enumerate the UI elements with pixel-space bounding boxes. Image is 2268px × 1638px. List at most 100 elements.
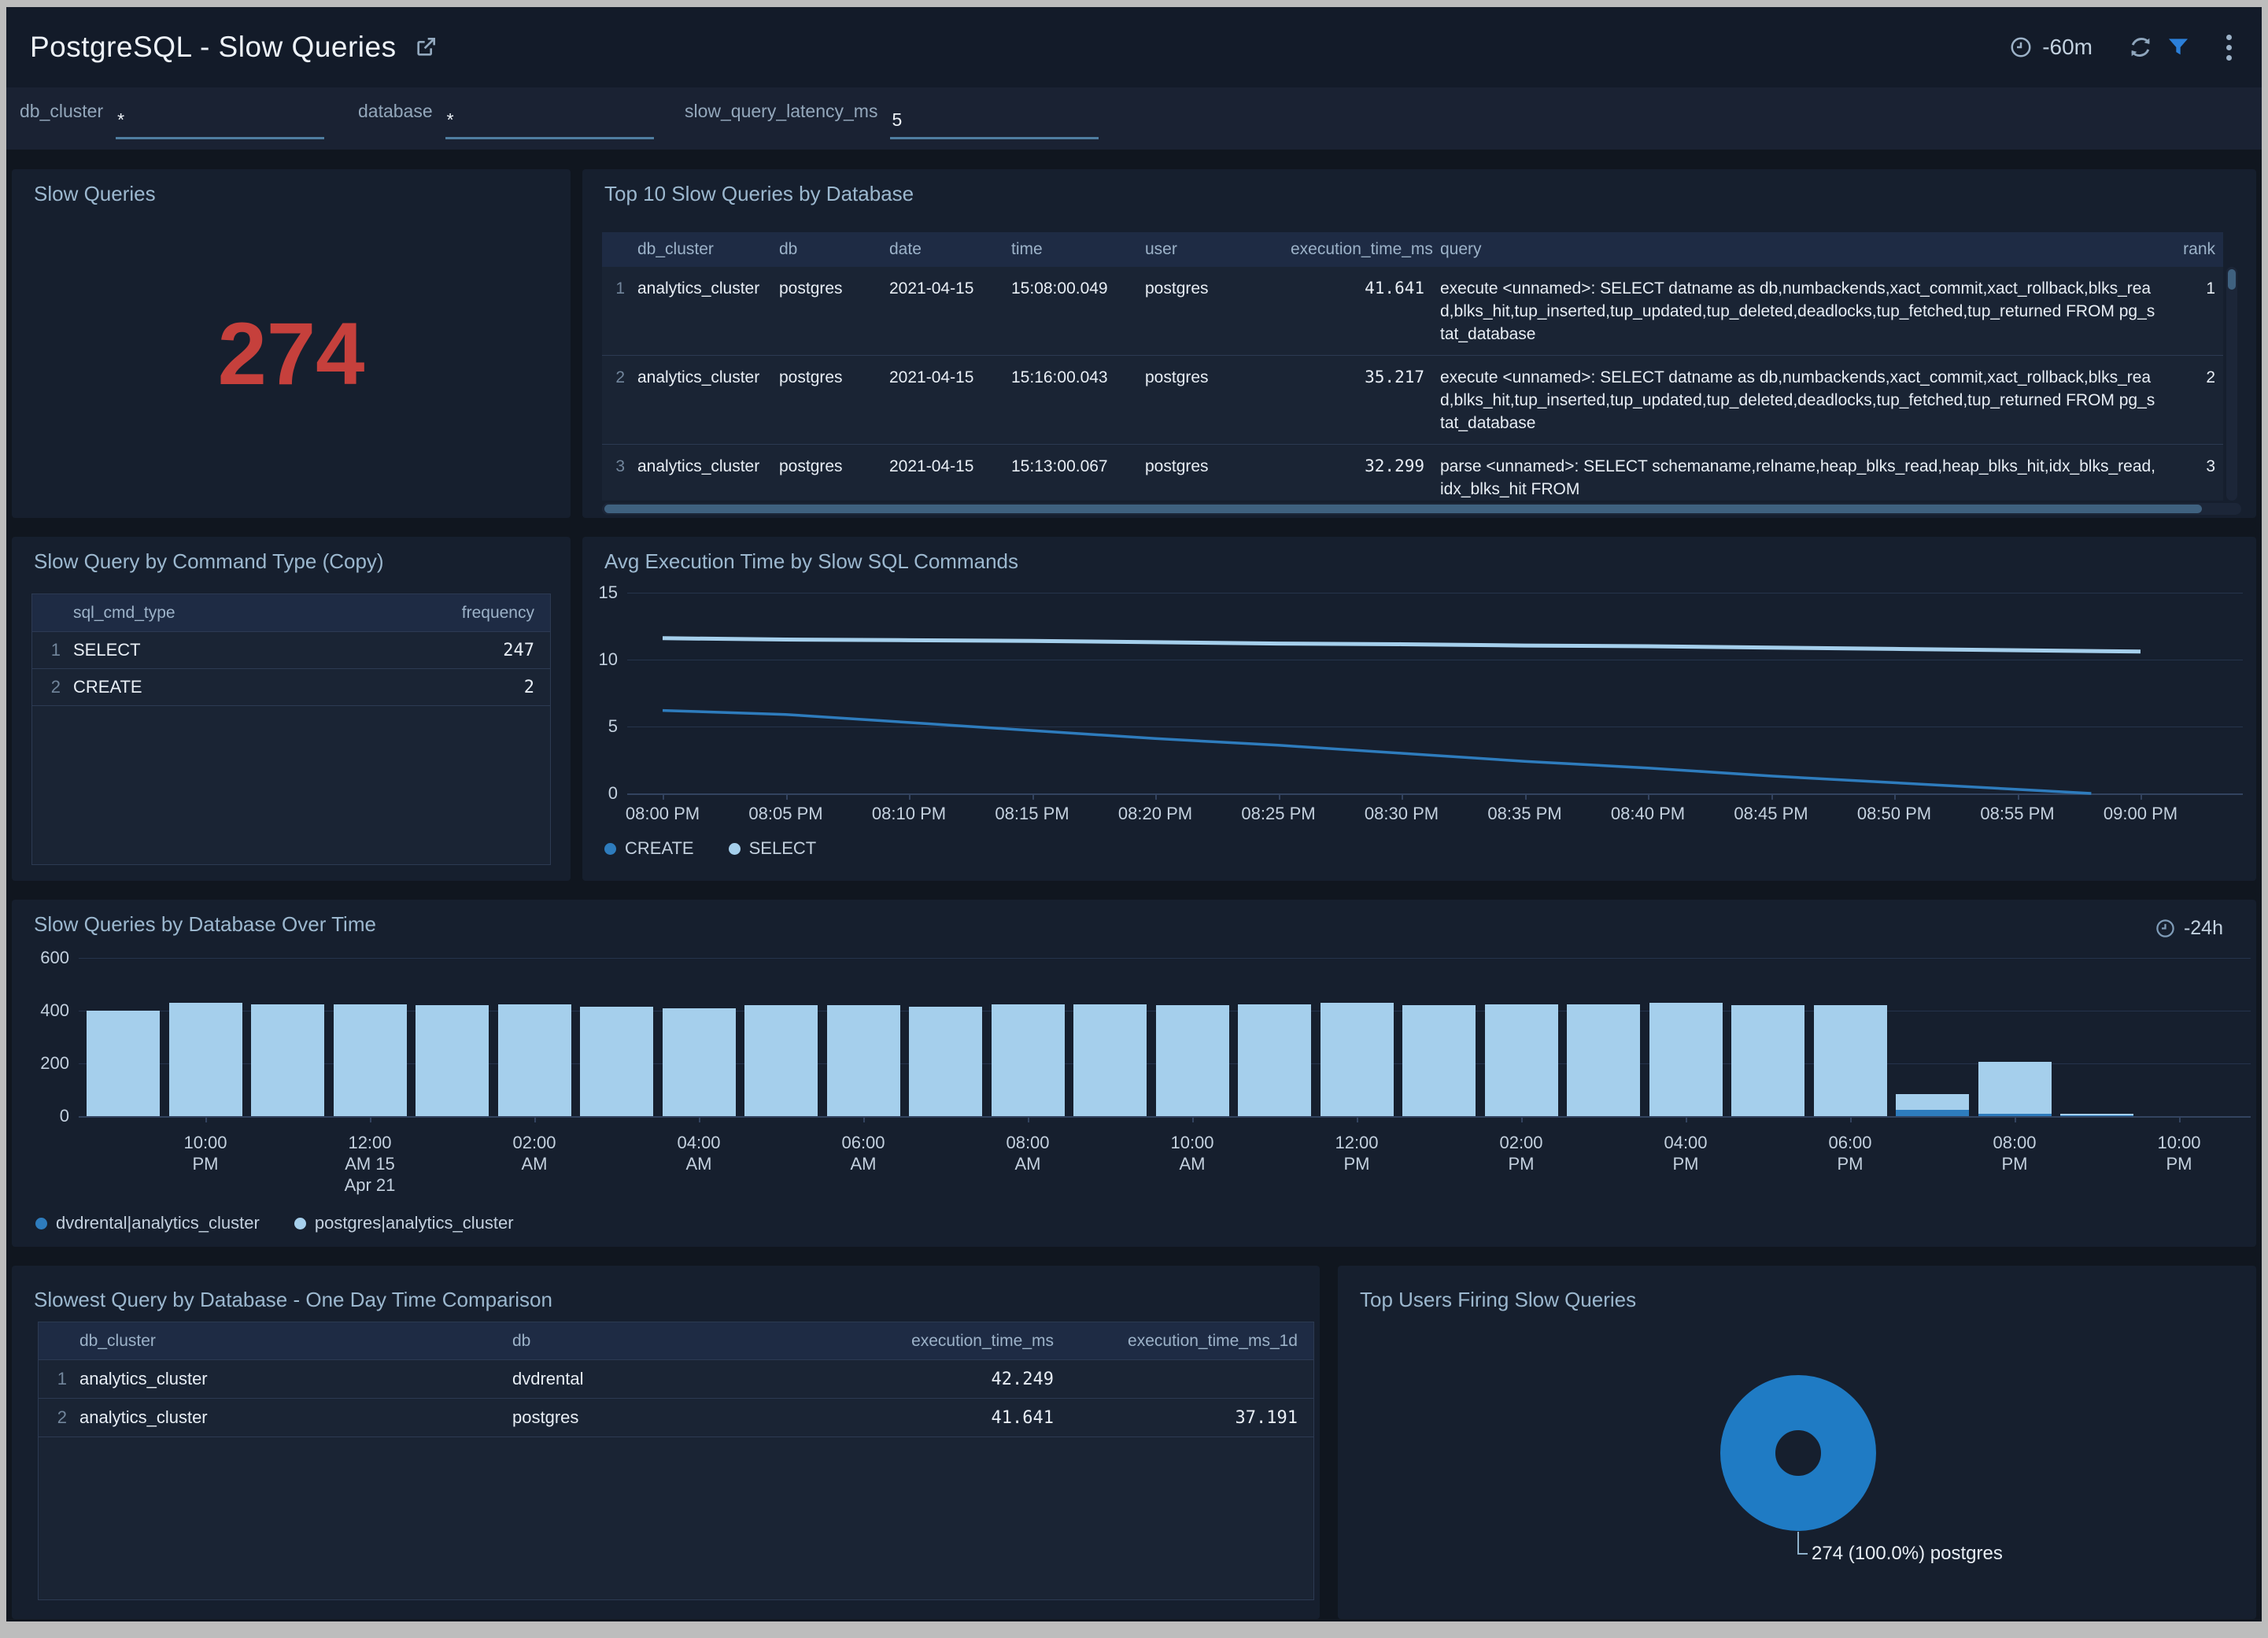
x-axis-tick	[1402, 793, 1403, 800]
time-range-label: -60m	[2042, 35, 2093, 59]
x-axis-tick	[2179, 1116, 2181, 1122]
cell-user: postgres	[1145, 368, 1209, 386]
x-axis-label-line: PM	[1837, 1154, 1864, 1174]
panel-avg-execution: Avg Execution Time by Slow SQL Commands …	[582, 537, 2256, 881]
refresh-icon[interactable]	[2127, 34, 2154, 61]
table-row: 1 analytics_cluster dvdrental 42.249	[39, 1360, 1313, 1399]
cell-db: postgres	[779, 457, 843, 475]
x-axis-label-line: 06:00	[841, 1133, 885, 1152]
x-axis-label-line: AM	[521, 1154, 548, 1174]
cell-frequency: 2	[523, 677, 534, 697]
filter-label: db_cluster	[20, 101, 104, 121]
cell-rank: 3	[2206, 457, 2215, 475]
bar-12 PM-postgres	[1320, 1002, 1394, 1116]
legend-label: postgres|analytics_cluster	[314, 1213, 514, 1233]
cell-user: postgres	[1145, 279, 1209, 298]
bar-1 AM-postgres	[416, 1005, 489, 1116]
filter-input-db_cluster[interactable]: *	[116, 97, 325, 139]
panel-command-type: Slow Query by Command Type (Copy) sql_cm…	[12, 537, 571, 881]
x-axis-label: 08:00 PM	[625, 804, 700, 823]
donut-slice-postgres	[1720, 1375, 1876, 1531]
time-range-button[interactable]: -60m	[2009, 35, 2093, 60]
filter-value: 5	[892, 109, 903, 130]
x-axis-label-line: 12:00	[348, 1133, 392, 1152]
x-axis-label-line: 12:00	[1335, 1133, 1379, 1152]
kebab-menu-icon[interactable]	[2223, 31, 2235, 64]
cell-db-cluster: analytics_cluster	[79, 1407, 208, 1427]
x-axis-label-line: 06:00	[1828, 1133, 1872, 1152]
x-axis-label: 10:00 PM	[183, 1132, 227, 1174]
cell-execution-time-ms-1d: 37.191	[1235, 1407, 1298, 1428]
legend-dot	[294, 1217, 306, 1229]
vertical-scrollbar	[2226, 267, 2237, 501]
cell-sql-cmd-type: SELECT	[73, 640, 141, 660]
command-type-table: sql_cmd_type frequency 1 SELECT 247 2 CREATE 2	[31, 593, 551, 865]
cell-date: 2021-04-15	[889, 279, 974, 298]
bar-10 PM-postgres	[168, 1002, 242, 1116]
column-header-sql_cmd_type: sql_cmd_type	[73, 603, 175, 622]
gridline	[627, 793, 2243, 795]
table-row: 1 SELECT 247	[32, 632, 550, 669]
cell-db-cluster: analytics_cluster	[637, 368, 760, 386]
slowest-query-table: db_cluster db execution_time_ms execution_t…	[38, 1322, 1314, 1600]
x-axis-tick	[1771, 793, 1773, 800]
filter-label: database	[358, 101, 433, 121]
x-axis-label: 08:00 PM	[1993, 1132, 2036, 1174]
panel-time-range-label: -24h	[2183, 917, 2223, 939]
cell-query: parse <unnamed>: SELECT schemaname,relna…	[1440, 457, 2156, 498]
panel-title: Slowest Query by Database - One Day Time…	[34, 1288, 552, 1311]
open-in-new-icon[interactable]	[412, 34, 439, 61]
y-axis-label: 0	[608, 783, 618, 803]
x-axis-label: 08:35 PM	[1487, 804, 1562, 823]
column-header-frequency: frequency	[461, 603, 534, 622]
table-row: 2 CREATE 2	[32, 669, 550, 706]
line-series-SELECT	[662, 636, 2141, 654]
x-axis-label-line: 08:00	[1006, 1133, 1050, 1152]
vertical-scrollbar-thumb[interactable]	[2228, 269, 2236, 290]
x-axis-label-line: PM	[1343, 1154, 1370, 1174]
row-index: 2	[57, 1407, 67, 1427]
column-header-execution_time_ms: execution_time_ms	[1291, 240, 1433, 258]
x-axis-label: 08:10 PM	[871, 804, 947, 823]
x-axis-label-line: AM	[1014, 1154, 1041, 1174]
legend-dot	[728, 842, 741, 855]
x-axis-tick	[2141, 793, 2142, 800]
page-title: PostgreSQL - Slow Queries	[30, 31, 397, 63]
filter-input-slow_query_latency_ms[interactable]: 5	[890, 97, 1099, 139]
bar-9 AM-postgres	[1073, 1004, 1147, 1116]
x-axis-label-line: PM	[1672, 1154, 1699, 1174]
filter-icon[interactable]	[2165, 34, 2192, 61]
x-axis-tick	[1894, 793, 1896, 800]
x-axis-label: 08:45 PM	[1734, 804, 1808, 823]
panel-top10-slow-queries: Top 10 Slow Queries by Database db_clust…	[582, 169, 2256, 518]
x-axis-tick	[1357, 1116, 1358, 1122]
y-axis-label: 0	[59, 1106, 69, 1126]
panel-top-users: Top Users Firing Slow Queries 274 (100.0…	[1338, 1266, 2256, 1619]
bar-4 PM-postgres	[1649, 1002, 1723, 1116]
panel-title: Top 10 Slow Queries by Database	[604, 182, 914, 205]
line-chart	[662, 636, 2141, 795]
horizontal-scrollbar-thumb[interactable]	[604, 505, 2202, 513]
filter-input-database[interactable]: *	[445, 97, 654, 139]
x-axis-label: 02:00 PM	[1499, 1132, 1542, 1174]
row-index: 2	[615, 368, 625, 386]
column-header-query: query	[1440, 240, 1482, 258]
x-axis-tick	[2015, 1116, 2016, 1122]
legend-dot	[35, 1217, 47, 1229]
x-axis-label: 02:00 AM	[512, 1132, 556, 1174]
table-body: 1 analytics_cluster dvdrental 42.249 2 analyt…	[39, 1360, 1313, 1437]
legend-item-postgres: postgres|analytics_cluster	[294, 1213, 514, 1233]
bar-7 PM-dvdrental	[1896, 1109, 1969, 1116]
x-axis-label: 09:00 PM	[2103, 804, 2178, 823]
chart-legend: CREATE SELECT	[604, 838, 816, 859]
panel-time-range-button[interactable]: -24h	[2155, 917, 2223, 940]
column-header-db: db	[779, 240, 798, 258]
cell-db-cluster: analytics_cluster	[79, 1369, 208, 1388]
y-axis-label: 600	[40, 948, 69, 967]
x-axis-label: 08:05 PM	[748, 804, 823, 823]
cell-db-cluster: analytics_cluster	[637, 457, 760, 475]
x-axis-tick	[863, 1116, 865, 1122]
bar-8 PM-postgres	[1978, 1062, 2052, 1114]
bar-9 PM-postgres	[2060, 1113, 2133, 1116]
x-axis-tick	[1521, 1116, 1523, 1122]
